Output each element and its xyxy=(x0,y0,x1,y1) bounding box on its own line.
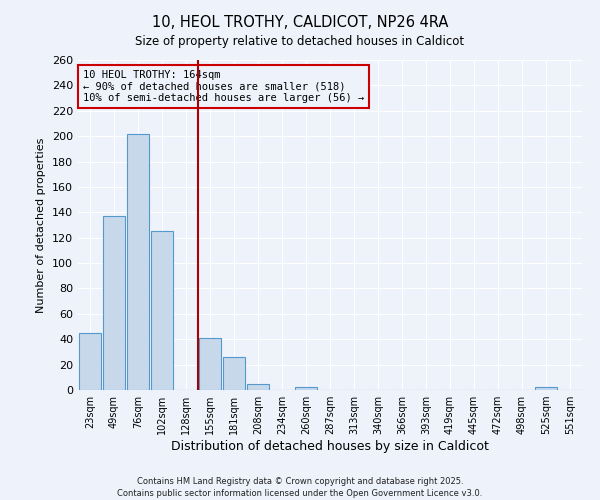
Bar xyxy=(103,216,125,390)
Bar xyxy=(199,338,221,390)
Bar xyxy=(151,232,173,390)
Text: Size of property relative to detached houses in Caldicot: Size of property relative to detached ho… xyxy=(136,35,464,48)
Bar xyxy=(79,333,101,390)
X-axis label: Distribution of detached houses by size in Caldicot: Distribution of detached houses by size … xyxy=(171,440,489,453)
Text: 10, HEOL TROTHY, CALDICOT, NP26 4RA: 10, HEOL TROTHY, CALDICOT, NP26 4RA xyxy=(152,15,448,30)
Bar xyxy=(295,388,317,390)
Bar xyxy=(247,384,269,390)
Bar xyxy=(127,134,149,390)
Bar xyxy=(223,357,245,390)
Bar xyxy=(535,388,557,390)
Text: 10 HEOL TROTHY: 164sqm
← 90% of detached houses are smaller (518)
10% of semi-de: 10 HEOL TROTHY: 164sqm ← 90% of detached… xyxy=(83,70,364,103)
Text: Contains HM Land Registry data © Crown copyright and database right 2025.
Contai: Contains HM Land Registry data © Crown c… xyxy=(118,476,482,498)
Y-axis label: Number of detached properties: Number of detached properties xyxy=(37,138,46,312)
